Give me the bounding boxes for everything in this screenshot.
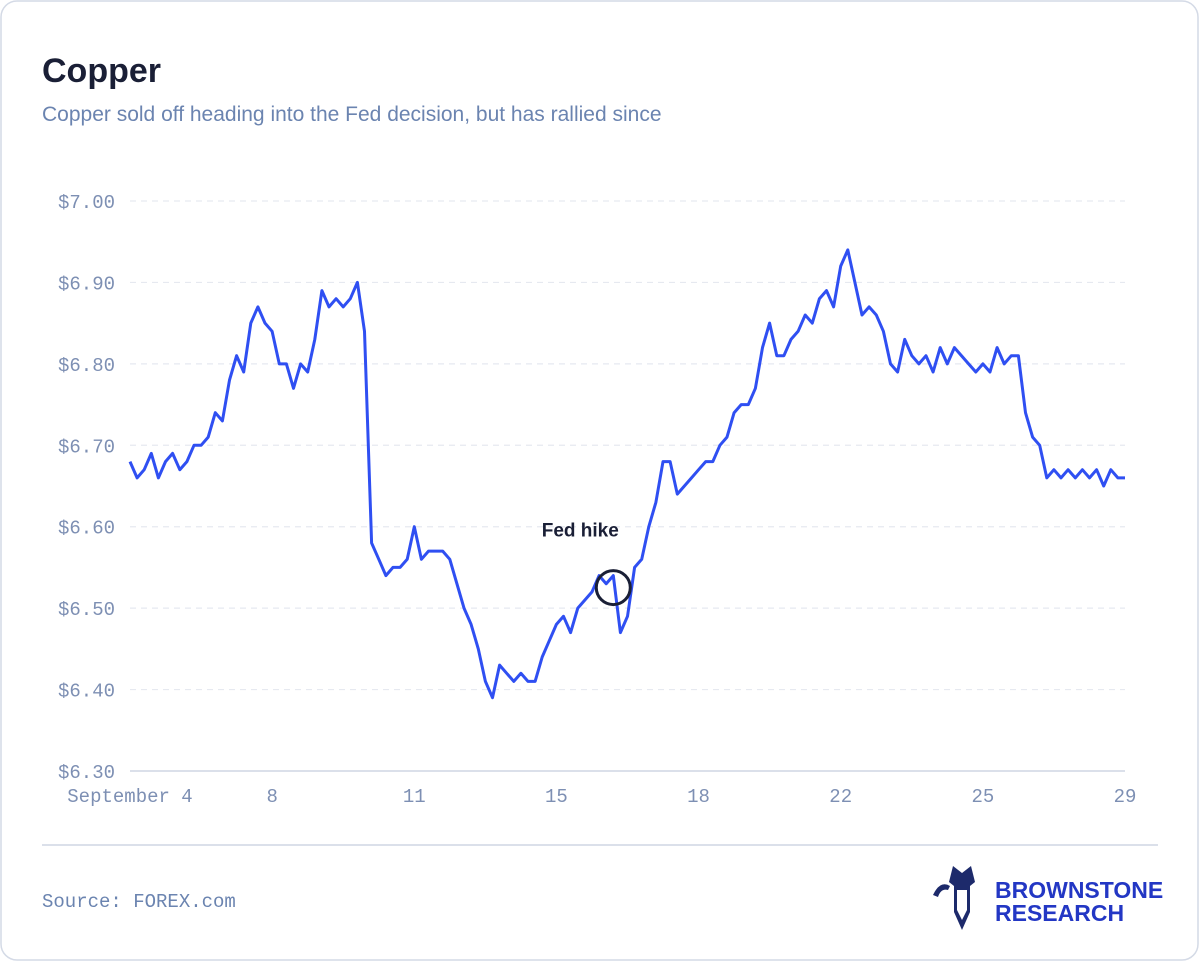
logo-icon-window [957,890,967,920]
y-tick-label: $7.00 [58,192,115,214]
logo: BROWNSTONE RESEARCH [933,866,1163,930]
x-tick-label: September 4 [67,786,192,808]
x-tick-label: 25 [971,786,994,808]
x-tick-label: 29 [1114,786,1137,808]
logo-icon-arm [933,884,950,897]
annotation-label: Fed hike [542,521,619,542]
y-tick-label: $6.30 [58,762,115,784]
x-tick-label: 18 [687,786,710,808]
y-tick-label: $6.80 [58,355,115,377]
y-tick-label: $6.90 [58,273,115,295]
chart-subtitle: Copper sold off heading into the Fed dec… [42,103,662,126]
logo-text: BROWNSTONE [995,877,1163,903]
annotation-circle [594,569,632,607]
y-tick-label: $6.40 [58,681,115,703]
y-tick-label: $6.50 [58,599,115,621]
x-tick-label: 15 [545,786,568,808]
source: Source: FOREX.com [42,891,236,913]
logo-text: RESEARCH [995,900,1124,926]
y-tick-label: $6.60 [58,518,115,540]
x-tick-label: 11 [403,786,426,808]
y-tick-label: $6.70 [58,436,115,458]
price-line [128,248,1125,700]
x-tick-label: 8 [266,786,277,808]
x-tick-label: 22 [829,786,852,808]
chart-title: Copper [42,52,161,90]
